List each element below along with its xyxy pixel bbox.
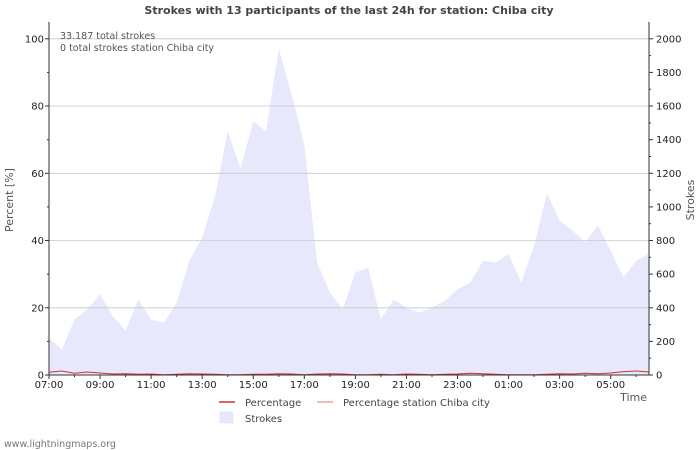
x-tick-label-0500: 05:00 xyxy=(596,380,625,391)
chart-title: Strokes with 13 participants of the last… xyxy=(144,4,553,17)
y-right-tick-label-1200: 1200 xyxy=(656,169,681,180)
y-left-tick-label-0: 0 xyxy=(38,371,44,382)
x-tick-label-2300: 23:00 xyxy=(443,380,472,391)
x-tick-label-1900: 19:00 xyxy=(341,380,370,391)
x-tick-label-2100: 21:00 xyxy=(392,380,421,391)
strokes-area-layer xyxy=(49,48,649,376)
y-right-tick-label-1000: 1000 xyxy=(656,202,681,213)
x-tick-label-1700: 17:00 xyxy=(290,380,319,391)
y-right-tick-label-1400: 1400 xyxy=(656,135,681,146)
annotation-station-strokes: 0 total strokes station Chiba city xyxy=(60,43,214,54)
y-right-tick-label-400: 400 xyxy=(656,303,675,314)
y-left-tick-label-80: 80 xyxy=(31,102,44,113)
x-axis-label: Time xyxy=(619,391,647,404)
y-right-tick-label-200: 200 xyxy=(656,337,675,348)
legend-swatch-strokes xyxy=(219,411,234,424)
annotation-total-strokes: 33.187 total strokes xyxy=(60,31,155,42)
y-right-tick-label-800: 800 xyxy=(656,236,675,247)
percentage-line xyxy=(48,370,650,376)
y-right-tick-label-1600: 1600 xyxy=(656,102,681,113)
x-tick-label-1100: 11:00 xyxy=(137,380,166,391)
y-left-tick-label-60: 60 xyxy=(31,169,44,180)
legend-label-strokes: Strokes xyxy=(245,414,282,425)
y-left-tick-label-20: 20 xyxy=(31,303,44,314)
legend-label-station: Percentage station Chiba city xyxy=(343,398,490,409)
legend-label-percentage: Percentage xyxy=(245,398,301,409)
footer-site-url: www.lightningmaps.org xyxy=(4,439,116,450)
y-right-tick-label-0: 0 xyxy=(656,371,662,382)
x-tick-label-0900: 09:00 xyxy=(86,380,115,391)
y-left-tick-label-40: 40 xyxy=(31,236,44,247)
x-tick-label-1300: 13:00 xyxy=(188,380,217,391)
y-axis-right-label: Strokes xyxy=(684,179,697,220)
strokes-area xyxy=(49,48,649,376)
x-tick-label-1500: 15:00 xyxy=(239,380,268,391)
grid-layer xyxy=(49,38,649,309)
x-tick-label-0700: 07:00 xyxy=(35,380,64,391)
y-axis-left-label: Percent [%] xyxy=(3,168,16,232)
x-tick-label-0300: 03:00 xyxy=(545,380,574,391)
legend: Percentage Percentage station Chiba city… xyxy=(219,398,490,425)
y-right-tick-label-600: 600 xyxy=(656,270,675,281)
y-left-tick-label-100: 100 xyxy=(25,34,44,45)
y-right-tick-label-1800: 1800 xyxy=(656,68,681,79)
axes-layer: 0204060801000200400600800100012001400160… xyxy=(25,22,681,391)
x-tick-label-0100: 01:00 xyxy=(494,380,523,391)
y-right-tick-label-2000: 2000 xyxy=(656,34,681,45)
